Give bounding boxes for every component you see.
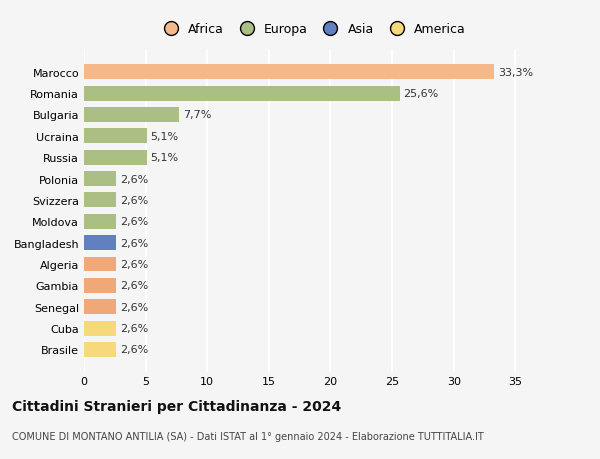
Text: 25,6%: 25,6%	[403, 89, 439, 99]
Text: 2,6%: 2,6%	[120, 281, 148, 291]
Bar	[84, 108, 179, 123]
Text: 33,3%: 33,3%	[498, 67, 533, 78]
Bar	[84, 86, 400, 101]
Text: COMUNE DI MONTANO ANTILIA (SA) - Dati ISTAT al 1° gennaio 2024 - Elaborazione TU: COMUNE DI MONTANO ANTILIA (SA) - Dati IS…	[12, 431, 484, 442]
Text: 2,6%: 2,6%	[120, 174, 148, 184]
Text: Cittadini Stranieri per Cittadinanza - 2024: Cittadini Stranieri per Cittadinanza - 2…	[12, 399, 341, 413]
Bar	[84, 342, 116, 357]
Bar	[84, 235, 116, 251]
Bar	[84, 151, 147, 165]
Bar	[84, 257, 116, 272]
Text: 2,6%: 2,6%	[120, 238, 148, 248]
Legend: Africa, Europa, Asia, America: Africa, Europa, Asia, America	[153, 18, 471, 41]
Bar	[84, 172, 116, 187]
Text: 2,6%: 2,6%	[120, 217, 148, 227]
Text: 2,6%: 2,6%	[120, 324, 148, 333]
Text: 5,1%: 5,1%	[151, 153, 179, 163]
Text: 5,1%: 5,1%	[151, 132, 179, 141]
Bar	[84, 321, 116, 336]
Text: 2,6%: 2,6%	[120, 345, 148, 355]
Text: 2,6%: 2,6%	[120, 259, 148, 269]
Bar	[84, 214, 116, 229]
Text: 2,6%: 2,6%	[120, 196, 148, 206]
Bar	[84, 65, 494, 80]
Bar	[84, 278, 116, 293]
Bar	[84, 129, 147, 144]
Text: 7,7%: 7,7%	[182, 110, 211, 120]
Bar	[84, 300, 116, 314]
Text: 2,6%: 2,6%	[120, 302, 148, 312]
Bar	[84, 193, 116, 208]
